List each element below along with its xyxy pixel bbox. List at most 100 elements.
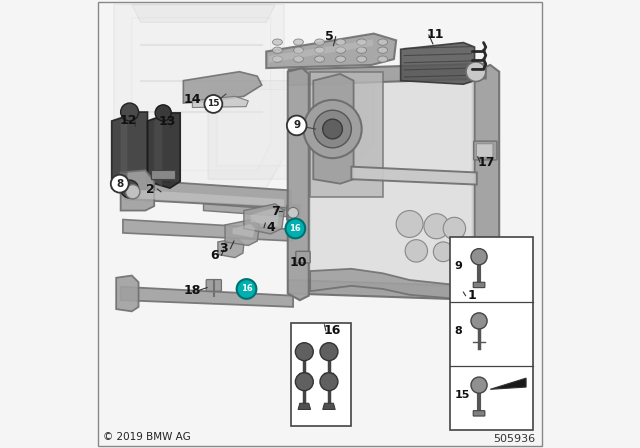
Polygon shape [298, 403, 310, 409]
Polygon shape [127, 189, 284, 206]
Circle shape [405, 240, 428, 262]
Ellipse shape [315, 56, 324, 62]
Ellipse shape [356, 56, 367, 62]
Polygon shape [323, 373, 335, 379]
Ellipse shape [294, 56, 303, 62]
Polygon shape [112, 112, 148, 195]
Polygon shape [266, 34, 396, 68]
Circle shape [237, 279, 257, 299]
Circle shape [433, 242, 453, 262]
Polygon shape [401, 43, 475, 84]
Polygon shape [298, 373, 310, 379]
Circle shape [296, 343, 314, 361]
Ellipse shape [315, 39, 324, 45]
Text: 14: 14 [184, 93, 201, 106]
Polygon shape [123, 220, 293, 241]
Polygon shape [225, 220, 260, 246]
Text: 17: 17 [478, 155, 495, 169]
Polygon shape [288, 68, 309, 300]
Polygon shape [490, 378, 526, 389]
Circle shape [111, 175, 129, 193]
Ellipse shape [315, 47, 324, 53]
Circle shape [471, 313, 487, 329]
Ellipse shape [336, 47, 346, 53]
Text: 8: 8 [454, 326, 462, 336]
Circle shape [287, 116, 307, 135]
Text: 16: 16 [289, 224, 301, 233]
Bar [450, 237, 533, 430]
Circle shape [454, 240, 472, 258]
Polygon shape [310, 76, 472, 293]
Ellipse shape [378, 47, 388, 53]
Polygon shape [148, 113, 180, 188]
Polygon shape [125, 179, 291, 208]
Text: 9: 9 [293, 121, 300, 130]
Circle shape [320, 343, 338, 361]
FancyBboxPatch shape [287, 205, 300, 220]
Text: 2: 2 [147, 182, 155, 196]
Text: 1: 1 [468, 289, 477, 302]
Circle shape [471, 377, 487, 393]
Polygon shape [154, 116, 163, 187]
Polygon shape [233, 224, 255, 237]
Circle shape [121, 180, 139, 198]
Ellipse shape [294, 47, 303, 53]
Polygon shape [121, 116, 127, 190]
Ellipse shape [273, 47, 282, 53]
FancyBboxPatch shape [476, 144, 493, 157]
Polygon shape [351, 167, 477, 185]
Text: 3: 3 [220, 242, 228, 255]
Text: 4: 4 [266, 221, 275, 234]
Text: 6: 6 [211, 249, 219, 262]
FancyBboxPatch shape [473, 282, 485, 288]
Circle shape [323, 119, 342, 139]
Ellipse shape [356, 39, 367, 45]
Text: 11: 11 [427, 28, 444, 42]
Circle shape [204, 95, 222, 113]
Polygon shape [116, 276, 139, 311]
Polygon shape [132, 4, 275, 22]
Polygon shape [192, 96, 248, 108]
Polygon shape [217, 90, 360, 166]
FancyBboxPatch shape [296, 251, 310, 263]
Polygon shape [289, 280, 486, 300]
Text: 13: 13 [158, 115, 175, 129]
Ellipse shape [378, 56, 388, 62]
Circle shape [320, 373, 338, 391]
Polygon shape [208, 81, 374, 179]
Circle shape [314, 110, 351, 148]
Circle shape [424, 214, 449, 239]
Polygon shape [475, 65, 499, 310]
Polygon shape [310, 72, 383, 197]
Circle shape [285, 219, 305, 238]
Text: 10: 10 [290, 256, 307, 270]
Text: 18: 18 [184, 284, 201, 297]
Circle shape [155, 105, 172, 121]
Circle shape [444, 217, 466, 240]
FancyBboxPatch shape [473, 411, 485, 416]
Text: 15: 15 [207, 99, 220, 108]
Circle shape [288, 207, 298, 218]
Polygon shape [184, 72, 262, 103]
Circle shape [121, 103, 139, 121]
Text: 16: 16 [324, 324, 341, 337]
Ellipse shape [378, 39, 388, 45]
FancyBboxPatch shape [474, 141, 497, 160]
Polygon shape [314, 74, 353, 184]
Ellipse shape [273, 39, 282, 45]
Text: 505936: 505936 [493, 434, 535, 444]
Polygon shape [323, 403, 335, 409]
Circle shape [296, 373, 314, 391]
Circle shape [466, 286, 486, 306]
Ellipse shape [336, 56, 346, 62]
Text: 7: 7 [271, 205, 280, 218]
Circle shape [125, 185, 140, 199]
FancyBboxPatch shape [206, 280, 221, 291]
Circle shape [466, 62, 486, 82]
Text: 15: 15 [454, 390, 470, 400]
Polygon shape [121, 170, 154, 211]
Polygon shape [218, 238, 244, 258]
Ellipse shape [294, 39, 303, 45]
Ellipse shape [356, 47, 367, 53]
Bar [291, 323, 351, 426]
